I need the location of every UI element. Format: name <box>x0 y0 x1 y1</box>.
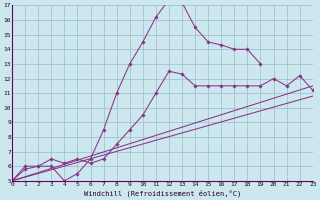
X-axis label: Windchill (Refroidissement éolien,°C): Windchill (Refroidissement éolien,°C) <box>84 189 241 197</box>
